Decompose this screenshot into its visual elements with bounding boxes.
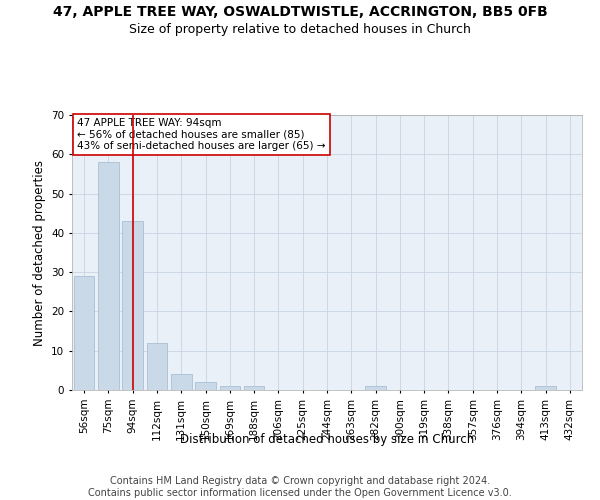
Text: Distribution of detached houses by size in Church: Distribution of detached houses by size … — [180, 432, 474, 446]
Bar — [195, 382, 216, 390]
Text: 47, APPLE TREE WAY, OSWALDTWISTLE, ACCRINGTON, BB5 0FB: 47, APPLE TREE WAY, OSWALDTWISTLE, ACCRI… — [53, 5, 547, 19]
Bar — [146, 343, 167, 390]
Bar — [122, 221, 143, 390]
Bar — [98, 162, 119, 390]
Text: Contains HM Land Registry data © Crown copyright and database right 2024.
Contai: Contains HM Land Registry data © Crown c… — [88, 476, 512, 498]
Text: Size of property relative to detached houses in Church: Size of property relative to detached ho… — [129, 22, 471, 36]
Bar — [220, 386, 240, 390]
Bar — [74, 276, 94, 390]
Bar — [365, 386, 386, 390]
Bar — [244, 386, 265, 390]
Bar — [535, 386, 556, 390]
Bar — [171, 374, 191, 390]
Y-axis label: Number of detached properties: Number of detached properties — [32, 160, 46, 346]
Text: 47 APPLE TREE WAY: 94sqm
← 56% of detached houses are smaller (85)
43% of semi-d: 47 APPLE TREE WAY: 94sqm ← 56% of detach… — [77, 118, 326, 151]
